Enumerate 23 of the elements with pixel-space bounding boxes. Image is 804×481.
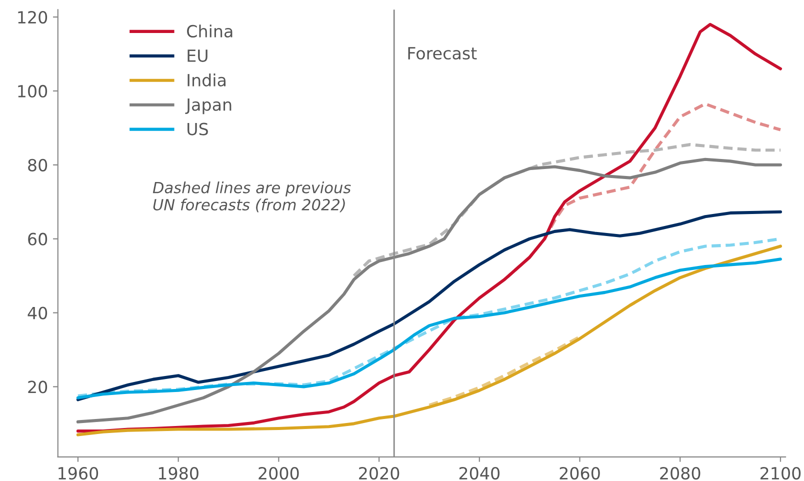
y-tick-label: 80 [28,158,48,172]
legend-label: Japan [185,98,232,114]
y-tick-label: 40 [28,306,48,320]
y-tick-label: 60 [28,232,48,246]
x-tick-label: 2060 [560,466,600,480]
legend-label: China [187,24,232,38]
x-tick-label: 2100 [760,466,801,480]
y-tick-label: 20 [28,380,48,394]
x-tick-label: 1960 [58,466,98,480]
ref-line-label: Forecast [408,47,477,60]
legend-label: US [188,122,208,136]
x-tick-label: 2020 [359,466,400,480]
legend-label: India [188,74,226,86]
line-series [76,244,782,436]
legend-label: EU [188,50,208,62]
x-tick-label: 2080 [660,466,700,480]
x-tick-label: 2040 [459,466,500,480]
x-tick-label: 2000 [258,466,299,480]
y-tick-label: 120 [18,10,48,24]
annotation: Dashed lines are previous UN forecasts (from 2022) [152,182,351,212]
x-tick-label: 1980 [158,466,198,480]
line-series [76,22,782,433]
y-tick-label: 100 [18,84,48,98]
